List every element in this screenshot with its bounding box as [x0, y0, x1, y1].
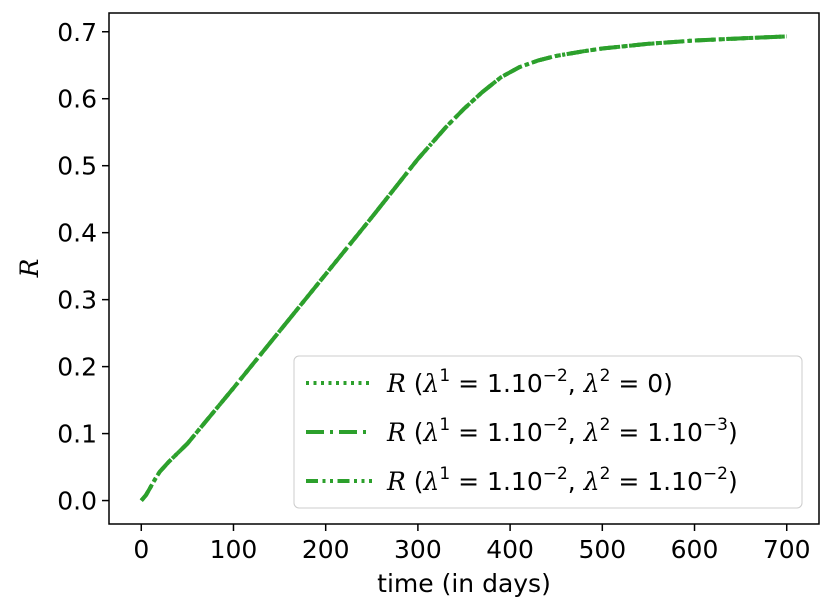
legend: R (λ1 = 1.10−2, λ2 = 0) R (λ1 = 1.10−2, λ…: [293, 355, 803, 509]
legend-label-2: R (λ1 = 1.10−2, λ2 = 1.10−3): [386, 415, 738, 447]
series-line-3: [139, 34, 787, 502]
x-ticks: 0 100 200 300 400 500 600 700: [133, 524, 811, 564]
y-tick-label: 0.7: [57, 18, 97, 47]
y-tick-label: 0.4: [57, 219, 97, 248]
y-ticks: 0.0 0.1 0.2 0.3 0.4 0.5 0.6 0.7: [57, 18, 109, 516]
y-tick-label: 0.2: [57, 353, 97, 382]
x-tick-label: 0: [133, 535, 149, 564]
x-tick-label: 400: [486, 535, 534, 564]
legend-label-1: R (λ1 = 1.10−2, λ2 = 0): [386, 366, 673, 398]
y-tick-label: 0.1: [57, 420, 97, 449]
x-tick-label: 500: [578, 535, 626, 564]
legend-frame: [293, 355, 803, 509]
x-tick-label: 700: [763, 535, 811, 564]
y-tick-label: 0.6: [57, 85, 97, 114]
y-tick-label: 0.3: [57, 286, 97, 315]
legend-handles: [306, 381, 372, 483]
y-tick-label: 0.5: [57, 152, 97, 181]
x-tick-label: 100: [210, 535, 258, 564]
legend-labels: R (λ1 = 1.10−2, λ2 = 0) R (λ1 = 1.10−2, λ…: [386, 366, 738, 496]
y-tick-label: 0.0: [57, 487, 97, 516]
x-tick-label: 600: [671, 535, 719, 564]
x-tick-label: 200: [302, 535, 350, 564]
x-tick-label: 300: [394, 535, 442, 564]
x-axis-label: time (in days): [377, 569, 551, 598]
plot-lines: [139, 34, 787, 502]
y-axis-label: R: [15, 259, 44, 279]
axes-frame: [108, 12, 820, 525]
legend-label-3: R (λ1 = 1.10−2, λ2 = 1.10−2): [386, 464, 738, 496]
